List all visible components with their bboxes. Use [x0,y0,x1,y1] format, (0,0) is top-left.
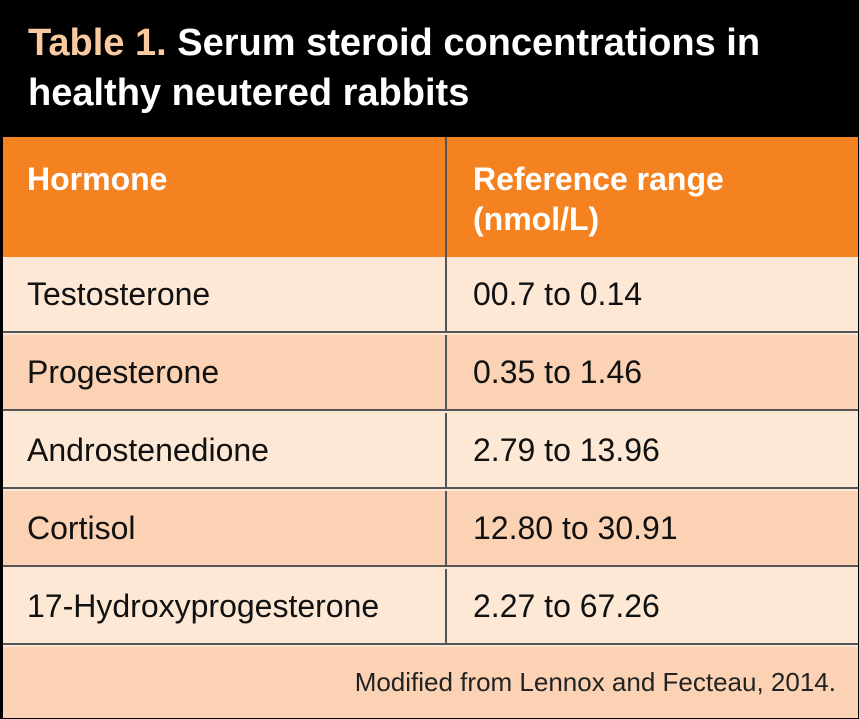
steroid-table: Hormone Reference range (nmol/L) Testost… [3,137,858,718]
table-row: Testosterone 00.7 to 0.14 [3,257,858,333]
table-number: Table 1. [28,22,167,64]
range-cell: 12.80 to 30.91 [473,509,678,546]
table-title: Table 1. Serum steroid concentrations in… [28,18,848,118]
table-caption: Serum steroid concentrations in healthy … [28,22,761,114]
table-row: 17-Hydroxyprogesterone 2.27 to 67.26 [3,569,858,645]
header-reference-range: Reference range (nmol/L) [473,161,724,237]
table-row: Androstenedione 2.79 to 13.96 [3,413,858,489]
hormone-cell: Androstenedione [3,413,447,487]
table-header-row: Hormone Reference range (nmol/L) [3,137,858,259]
header-hormone: Hormone [3,137,447,257]
table-row: Cortisol 12.80 to 30.91 [3,491,858,567]
hormone-cell: Cortisol [3,491,447,565]
table-row: Progesterone 0.35 to 1.46 [3,335,858,411]
range-cell: 2.27 to 67.26 [473,587,660,624]
table-footnote: Modified from Lennox and Fecteau, 2014. [3,647,858,718]
hormone-cell: Testosterone [3,257,447,331]
range-cell: 00.7 to 0.14 [473,275,643,312]
hormone-cell: Progesterone [3,335,447,409]
range-cell: 2.79 to 13.96 [473,431,660,468]
hormone-cell: 17-Hydroxyprogesterone [3,569,447,643]
range-cell: 0.35 to 1.46 [473,353,643,390]
